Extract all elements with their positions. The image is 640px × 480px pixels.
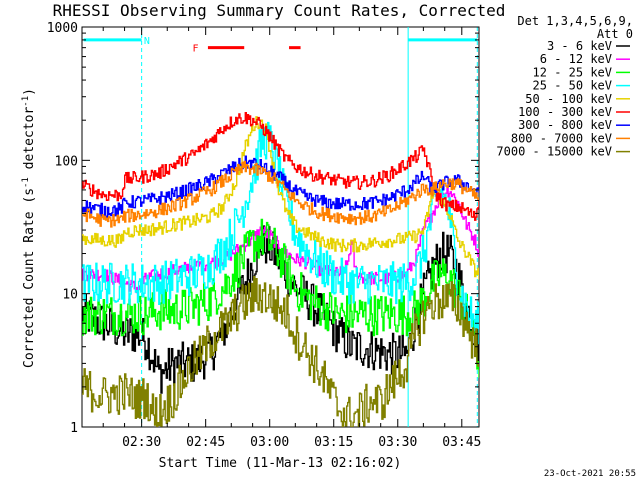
x-axis-label: Start Time (11-Mar-13 02:16:02) bbox=[159, 456, 402, 471]
flag-label-f: F bbox=[193, 44, 199, 55]
series-12to25kev bbox=[82, 218, 479, 378]
x-tick-label-3: 03:15 bbox=[314, 435, 353, 450]
y-axis: 1 10 100 1000 bbox=[47, 21, 479, 436]
x-tick-label-5: 03:45 bbox=[442, 435, 481, 450]
series-300to800kev bbox=[82, 155, 479, 218]
series-7000to15000kev bbox=[82, 276, 479, 427]
legend-label-2: 12 - 25 keV bbox=[533, 65, 612, 79]
x-tick-label-0: 02:30 bbox=[122, 435, 161, 450]
x-tick-label-2: 03:00 bbox=[250, 435, 289, 450]
y-axis-label-end: ) bbox=[22, 88, 37, 96]
y-axis-label-mid: detector bbox=[22, 107, 37, 178]
y-axis-label-main: Corrected Count Rate (s bbox=[22, 188, 37, 368]
timestamp: 23-Oct-2021 20:55 bbox=[544, 469, 636, 479]
legend-label-6: 300 - 800 keV bbox=[518, 118, 612, 132]
legend-label-3: 25 - 50 keV bbox=[533, 79, 612, 93]
legend-label-5: 100 - 300 keV bbox=[518, 105, 612, 119]
x-tick-label-4: 03:30 bbox=[378, 435, 417, 450]
y-axis-label-sup2: -1 bbox=[21, 96, 31, 107]
y-tick-label-1: 10 bbox=[62, 288, 78, 303]
y-axis-label: Corrected Count Rate (s-1 detector-1) bbox=[21, 88, 37, 368]
y-axis-label-sup1: -1 bbox=[21, 177, 31, 188]
flare-flags: NF bbox=[144, 36, 301, 55]
legend-label-8: 7000 - 15000 keV bbox=[496, 145, 612, 159]
legend-label-1: 6 - 12 keV bbox=[540, 52, 612, 66]
x-tick-label-1: 02:45 bbox=[186, 435, 225, 450]
series-800to7000kev bbox=[82, 160, 479, 228]
data-series bbox=[82, 112, 479, 427]
y-tick-label-2: 100 bbox=[55, 154, 78, 169]
flag-label-n: N bbox=[144, 36, 150, 47]
legend-header-2: Att 0 bbox=[597, 27, 633, 41]
legend-label-4: 50 - 100 keV bbox=[525, 92, 612, 106]
y-tick-label-0: 1 bbox=[70, 421, 78, 436]
legend-header-1: Det 1,3,4,5,6,9, bbox=[517, 14, 633, 28]
x-axis: 02:30 02:45 03:00 03:15 03:30 03:45 bbox=[102, 27, 481, 450]
series-50to100kev bbox=[82, 116, 479, 280]
plot-frame bbox=[81, 26, 480, 428]
series-100to300kev bbox=[82, 112, 479, 221]
y-tick-label-3: 1000 bbox=[47, 21, 78, 36]
chart-title: RHESSI Observing Summary Count Rates, Co… bbox=[53, 1, 506, 20]
legend-label-0: 3 - 6 keV bbox=[547, 39, 612, 53]
attenuator-markers bbox=[83, 27, 478, 427]
legend-label-7: 800 - 7000 keV bbox=[511, 131, 612, 145]
series-25to50kev bbox=[82, 121, 479, 345]
